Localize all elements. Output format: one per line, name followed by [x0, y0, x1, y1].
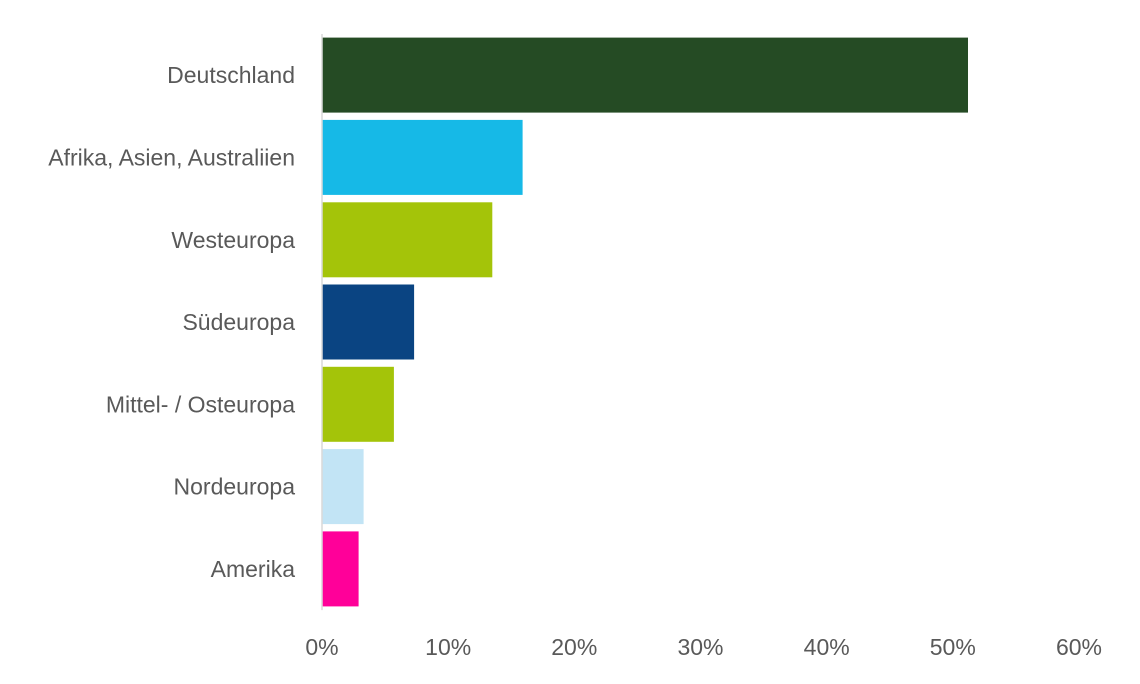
bar-amerika: [322, 531, 359, 607]
category-label-deutschland: Deutschland: [167, 62, 295, 88]
x-tick-label-60: 60%: [1056, 634, 1102, 660]
bar-sudeuropa: [322, 284, 415, 360]
bar-nordeuropa: [322, 449, 364, 525]
x-tick-label-0: 0%: [305, 634, 338, 660]
category-labels: Deutschland Afrika, Asien, Australiien Wes…: [48, 62, 295, 582]
x-tick-label-40: 40%: [804, 634, 850, 660]
x-tick-label-20: 20%: [551, 634, 597, 660]
category-label-nordeuropa: Nordeuropa: [174, 474, 296, 500]
bar-deutschland: [322, 37, 968, 113]
x-axis-tick-labels: 0% 10% 20% 30% 40% 50% 60%: [305, 634, 1102, 660]
category-label-mittel-osteuropa: Mittel- / Osteuropa: [106, 391, 295, 417]
x-tick-label-50: 50%: [930, 634, 976, 660]
category-label-amerika: Amerika: [211, 556, 296, 582]
category-label-sudeuropa: Südeuropa: [182, 309, 295, 335]
bar-afrika-asien-australiien: [322, 119, 523, 195]
x-tick-label-30: 30%: [677, 634, 723, 660]
bars-group: [322, 37, 968, 607]
category-label-afrika-asien-australiien: Afrika, Asien, Australiien: [48, 144, 295, 170]
category-label-westeuropa: Westeuropa: [171, 227, 295, 253]
x-tick-label-10: 10%: [425, 634, 471, 660]
bar-westeuropa: [322, 202, 493, 278]
bar-mittel-osteuropa: [322, 366, 394, 442]
